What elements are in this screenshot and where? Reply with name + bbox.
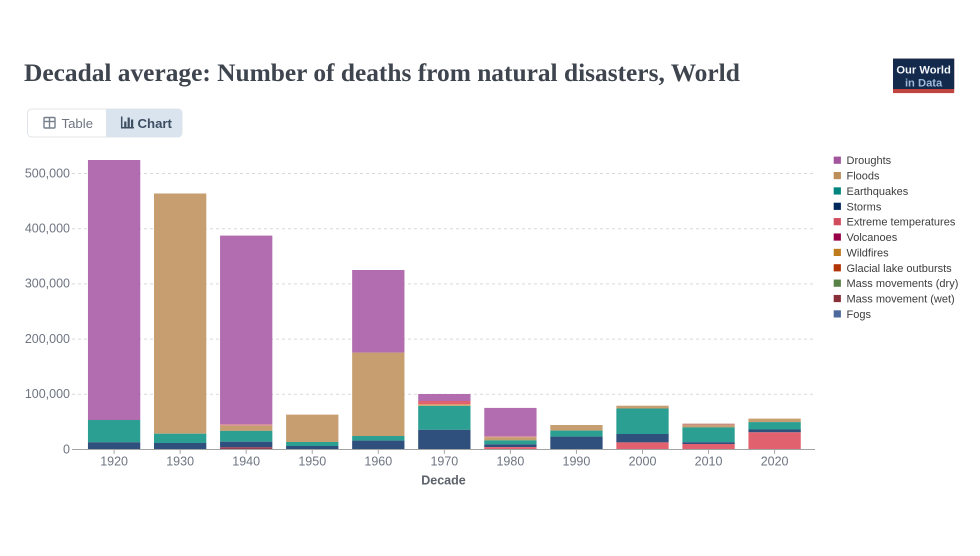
svg-text:500,000: 500,000 xyxy=(25,166,70,180)
svg-text:Fogs: Fogs xyxy=(847,309,872,321)
svg-text:Mass movements (dry): Mass movements (dry) xyxy=(847,278,959,290)
svg-text:300,000: 300,000 xyxy=(25,277,70,291)
svg-text:Earthquakes: Earthquakes xyxy=(847,186,909,198)
svg-text:Mass movement (wet): Mass movement (wet) xyxy=(847,294,955,306)
svg-text:2020: 2020 xyxy=(761,455,789,469)
svg-text:Extreme temperatures: Extreme temperatures xyxy=(847,217,956,229)
svg-text:Wildfires: Wildfires xyxy=(847,247,890,259)
svg-text:1940: 1940 xyxy=(232,455,260,469)
svg-text:2010: 2010 xyxy=(695,455,723,469)
svg-text:2000: 2000 xyxy=(629,455,657,469)
svg-text:Floods: Floods xyxy=(847,171,881,183)
svg-text:1980: 1980 xyxy=(496,455,524,469)
svg-text:Droughts: Droughts xyxy=(847,155,892,167)
svg-text:1990: 1990 xyxy=(563,455,591,469)
svg-text:Decade: Decade xyxy=(421,474,466,488)
svg-text:0: 0 xyxy=(63,442,70,456)
svg-text:400,000: 400,000 xyxy=(25,222,70,236)
svg-text:Glacial lake outbursts: Glacial lake outbursts xyxy=(847,263,953,275)
svg-text:200,000: 200,000 xyxy=(25,332,70,346)
svg-text:1920: 1920 xyxy=(100,455,128,469)
svg-text:1930: 1930 xyxy=(166,455,194,469)
svg-text:100,000: 100,000 xyxy=(25,387,70,401)
svg-text:1950: 1950 xyxy=(298,455,326,469)
svg-text:in Data: in Data xyxy=(905,78,943,90)
svg-text:1970: 1970 xyxy=(430,455,458,469)
svg-text:1960: 1960 xyxy=(364,455,392,469)
svg-text:Chart: Chart xyxy=(138,116,173,131)
svg-text:Volcanoes: Volcanoes xyxy=(847,232,898,244)
svg-text:Storms: Storms xyxy=(847,201,882,213)
svg-text:Decadal average: Number of dea: Decadal average: Number of deaths from n… xyxy=(24,59,740,87)
svg-text:Table: Table xyxy=(62,116,94,131)
svg-text:Our World: Our World xyxy=(896,65,951,77)
